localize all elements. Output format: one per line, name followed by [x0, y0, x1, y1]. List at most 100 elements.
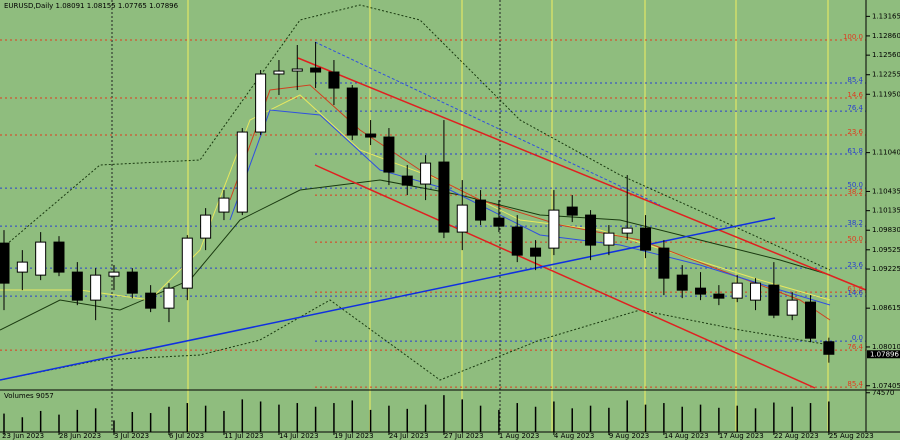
ohlc-low: 1.07765	[118, 2, 147, 10]
candle-body	[823, 341, 835, 355]
bollinger	[0, 4, 831, 271]
candle-body	[420, 162, 432, 185]
bollinger	[0, 299, 831, 381]
fibo-label: 61.8	[847, 285, 863, 293]
candle-body	[695, 287, 707, 295]
candle-body	[401, 175, 413, 186]
candle-body	[621, 227, 633, 234]
candle-body	[90, 274, 102, 301]
ohlc-close: 1.07896	[149, 2, 178, 10]
x-tick-label: 3 Jul 2023	[114, 432, 149, 440]
fibo-label: 14.6	[847, 289, 863, 297]
x-tick-label: 25 Aug 2023	[829, 432, 874, 440]
candle-body	[163, 287, 175, 309]
channel-line	[297, 57, 867, 291]
candle-body	[805, 301, 817, 339]
x-tick-label: 22 Aug 2023	[774, 432, 819, 440]
fibo-label: 85.4	[847, 76, 863, 84]
y-tick-label: 1.10135	[872, 207, 900, 215]
fibo-label: 23.6	[847, 261, 863, 269]
candle-body	[603, 232, 615, 246]
candle-body	[548, 209, 560, 249]
fibo-base	[314, 41, 661, 206]
fibo-label: 76.4	[847, 104, 863, 112]
candle-body	[126, 271, 138, 294]
fibo-label: 23.6	[847, 128, 863, 136]
channel-line	[314, 164, 816, 389]
fibo-label: 38.2	[847, 188, 863, 196]
candle-body	[0, 242, 10, 284]
candle-body	[236, 131, 248, 213]
y-tick-label: 1.07405	[872, 382, 900, 390]
candle-body	[585, 214, 597, 246]
x-tick-label: 4 Aug 2023	[554, 432, 594, 440]
y-tick-label: 1.11950	[872, 90, 900, 98]
candles	[0, 42, 835, 363]
y-tick-label: 1.12860	[872, 32, 900, 40]
candle-body	[200, 214, 212, 239]
fibo-label: 85.4	[847, 380, 863, 388]
candle-body	[640, 227, 652, 251]
y-tick-label: 1.08010	[872, 343, 900, 351]
ohlc-open: 1.08091	[56, 2, 85, 10]
x-tick-label: 1 Aug 2023	[499, 432, 539, 440]
moving-average	[229, 109, 831, 306]
candle-body	[71, 271, 83, 301]
candle-body	[676, 274, 688, 291]
symbol-title: EURUSD,Daily 1.08091 1.08155 1.07765 1.0…	[4, 2, 179, 10]
candle-body	[713, 293, 725, 299]
x-tick-label: 28 Jun 2023	[59, 432, 101, 440]
candle-body	[218, 197, 230, 213]
candle-body	[273, 70, 285, 75]
fibo-label: 38.2	[847, 219, 863, 227]
y-tick-label: 1.12255	[872, 71, 900, 79]
fibo-label: 14.6	[847, 91, 863, 99]
x-tick-label: 17 Aug 2023	[719, 432, 764, 440]
title: EURUSD,Daily	[4, 2, 53, 10]
fibo-layer: 100.085.414.676.423.661.850.038.238.250.…	[0, 33, 866, 388]
x-tick-label: 6 Jul 2023	[169, 432, 204, 440]
candle-body	[53, 241, 65, 273]
candle-body	[731, 282, 743, 299]
candle-body	[255, 73, 267, 133]
candle-body	[35, 241, 47, 276]
y-tick-label: 1.09225	[872, 265, 900, 273]
y-tick-label: 1.08615	[872, 304, 900, 312]
candle-body	[346, 87, 358, 136]
candle-body	[438, 161, 450, 233]
candle-body	[291, 68, 303, 72]
y-tick-label: 1.09830	[872, 226, 900, 234]
candle-body	[750, 282, 762, 301]
candle-body	[786, 299, 798, 316]
candle-body	[108, 271, 120, 277]
candle-body	[383, 136, 395, 173]
y-tick-label: 1.12560	[872, 51, 900, 59]
candle-body	[328, 71, 340, 89]
y-tick-label: 1.11040	[872, 149, 900, 157]
volume-title: Volumes 9057	[4, 392, 54, 400]
moving-average	[0, 179, 831, 331]
x-tick-label: 14 Aug 2023	[664, 432, 709, 440]
fibo-label: 50.0	[847, 235, 863, 243]
x-tick-label: 24 Jul 2023	[389, 432, 429, 440]
candle-body	[365, 133, 377, 138]
candle-body	[181, 237, 193, 289]
fibo-label: 61.8	[847, 147, 863, 155]
price-marker-label: 1.07896	[870, 350, 899, 358]
x-tick-label: 14 Jul 2023	[279, 432, 319, 440]
candle-body	[511, 226, 523, 256]
fibo-label: 76.4	[847, 343, 863, 351]
x-tick-label: 27 Jul 2023	[444, 432, 484, 440]
fibo-label: 0.0	[852, 334, 863, 342]
x-tick-label: 23 Jun 2023	[2, 432, 44, 440]
candle-body	[310, 67, 322, 73]
candle-body	[658, 247, 670, 279]
y-tick-label: 1.09525	[872, 246, 900, 254]
fibo-label: 100.0	[843, 33, 863, 41]
candle-body	[475, 199, 487, 221]
price-marker	[867, 350, 900, 359]
candle-body	[566, 206, 578, 216]
y-tick-label: 1.10435	[872, 187, 900, 195]
